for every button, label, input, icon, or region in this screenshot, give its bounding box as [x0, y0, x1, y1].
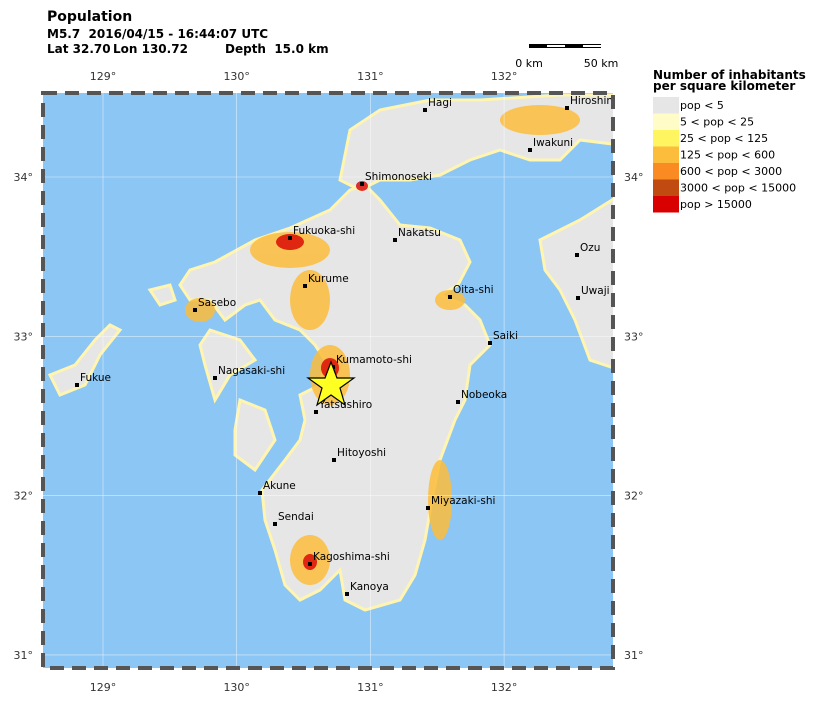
- city-dot: [308, 562, 312, 566]
- lat-label: 31°: [14, 649, 34, 662]
- city-label: Kumamoto-shi: [336, 354, 412, 366]
- city-dot: [456, 400, 460, 404]
- city-label: Sendai: [278, 511, 314, 523]
- city-dot: [213, 376, 217, 380]
- city-dot: [576, 296, 580, 300]
- city-label: Hitoyoshi: [337, 447, 386, 459]
- lat-label: 32°: [14, 490, 34, 503]
- legend-swatch: [653, 179, 679, 196]
- lon-label: 132°: [491, 70, 518, 83]
- city-dot: [193, 308, 197, 312]
- city-label: Uwaji: [581, 285, 610, 297]
- legend-label: pop < 5: [680, 99, 724, 112]
- legend-swatch: [653, 146, 679, 163]
- lon-label: 132°: [491, 681, 518, 694]
- city-label: Oita-shi: [453, 284, 494, 296]
- city-label: Akune: [263, 480, 296, 492]
- city-label: Sasebo: [198, 297, 236, 309]
- city-dot: [75, 383, 79, 387]
- city-label: Saiki: [493, 330, 518, 342]
- city-label: Kanoya: [350, 581, 389, 593]
- lat-label: 33°: [624, 330, 644, 343]
- lat-label: 31°: [624, 649, 644, 662]
- city-label: Miyazaki-shi: [431, 495, 495, 507]
- depth: Depth 15.0 km: [225, 42, 329, 56]
- city-label: Kurume: [308, 273, 349, 285]
- epicenter: [306, 360, 356, 407]
- city-dot: [345, 592, 349, 596]
- lon-label: 130°: [223, 681, 250, 694]
- title: Population: [47, 9, 132, 25]
- legend-label: 5 < pop < 25: [680, 116, 754, 129]
- scale-end: 50 km: [584, 57, 619, 70]
- city-label: Nobeoka: [461, 389, 507, 401]
- legend-swatch: [653, 130, 679, 147]
- map-frame: [41, 91, 615, 670]
- legend-swatch: [653, 163, 679, 180]
- city-label: Ozu: [580, 242, 600, 254]
- lon: Lon 130.72: [113, 42, 188, 56]
- lon-label: 130°: [223, 70, 250, 83]
- city-label: Nagasaki-shi: [218, 365, 285, 377]
- city-dot: [448, 295, 452, 299]
- event: M5.7 2016/04/15 - 16:44:07 UTC: [47, 27, 268, 41]
- legend-swatch: [653, 113, 679, 130]
- legend-swatch: [653, 97, 679, 114]
- legend-label: 125 < pop < 600: [680, 149, 775, 162]
- city-dot: [288, 236, 292, 240]
- city-label: Hagi: [428, 97, 452, 109]
- city-dot: [314, 410, 318, 414]
- lon-label: 131°: [357, 70, 384, 83]
- city-dot: [332, 458, 336, 462]
- city-dot: [393, 238, 397, 242]
- scale-bar: 0 km 50 km: [515, 44, 618, 70]
- legend-label: 25 < pop < 125: [680, 132, 768, 145]
- city-label: Shimonoseki: [365, 171, 432, 183]
- legend-swatch: [653, 196, 679, 213]
- city-dot: [488, 341, 492, 345]
- legend-label: pop > 15000: [680, 198, 752, 211]
- city-dot: [565, 106, 569, 110]
- lon-label: 129°: [90, 681, 117, 694]
- city-label: Iwakuni: [533, 137, 573, 149]
- lon-label: 129°: [90, 70, 117, 83]
- lat-label: 34°: [624, 171, 644, 184]
- city-label: Fukue: [80, 372, 111, 384]
- city-dot: [258, 491, 262, 495]
- legend-label: 600 < pop < 3000: [680, 165, 782, 178]
- city-dot: [360, 182, 364, 186]
- city-dot: [528, 148, 532, 152]
- city-label: Nakatsu: [398, 227, 441, 239]
- lat-label: 34°: [14, 171, 34, 184]
- city-label: Fukuoka-shi: [293, 225, 355, 237]
- city-dot: [426, 506, 430, 510]
- city-label: Hiroshim: [570, 95, 617, 107]
- lon-label: 131°: [357, 681, 384, 694]
- legend-title: per square kilometer: [653, 79, 795, 93]
- map: Hagi Hiroshim Iwakuni Shimonoseki Nakatsu Fuk…: [43, 93, 617, 668]
- lat: Lat 32.70: [47, 42, 111, 56]
- legend-label: 3000 < pop < 15000: [680, 182, 796, 195]
- city-label: Kagoshima-shi: [313, 551, 390, 563]
- lat-label: 32°: [624, 490, 644, 503]
- scale-start: 0 km: [515, 57, 543, 70]
- city-dot: [303, 284, 307, 288]
- city-dot: [423, 108, 427, 112]
- city-dot: [575, 253, 579, 257]
- legend-title: Number of inhabitants: [653, 68, 806, 82]
- lat-label: 33°: [14, 330, 34, 343]
- city-dot: [273, 522, 277, 526]
